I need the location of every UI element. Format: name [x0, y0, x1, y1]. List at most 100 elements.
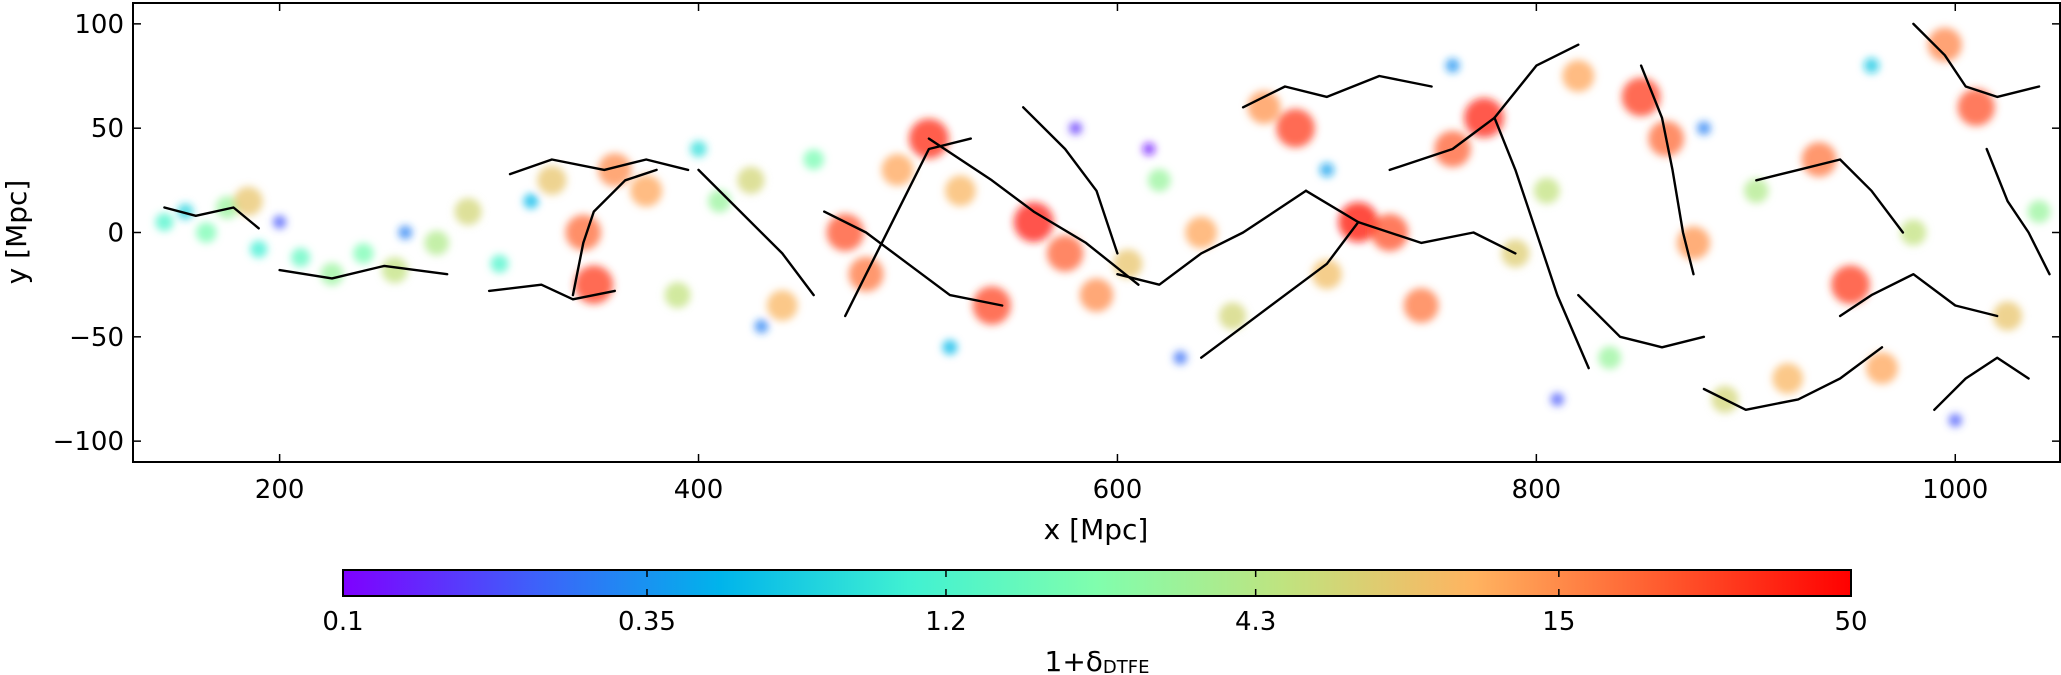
- density-point: [690, 140, 707, 158]
- density-point: [398, 225, 413, 240]
- density-point: [708, 189, 731, 213]
- colorbar: 0.1 0.35 1.2 4.3 15 50 1+δDTFE: [322, 569, 1868, 675]
- density-point: [1319, 162, 1335, 178]
- density-point: [942, 339, 958, 355]
- density-point: [598, 153, 632, 187]
- y-tick-label: 100: [74, 10, 124, 40]
- colorbar-tick-label: 1.2: [925, 607, 966, 637]
- density-point: [1744, 178, 1769, 204]
- colorbar-ticks: 0.1 0.35 1.2 4.3 15 50: [322, 570, 1868, 637]
- filaments: [163, 22, 2051, 411]
- filament: [1639, 64, 1695, 276]
- colorbar-label-main: 1+δ: [1045, 645, 1103, 675]
- filament: [1755, 158, 1905, 234]
- x-tick-label: 600: [1093, 475, 1143, 505]
- density-point: [1772, 363, 1804, 394]
- filament: [508, 158, 690, 176]
- y-tick-label: −100: [53, 427, 124, 457]
- x-tick-label: 200: [255, 475, 305, 505]
- density-point: [1676, 226, 1711, 260]
- density-point: [233, 186, 263, 216]
- density-point: [1866, 352, 1898, 385]
- density-point: [1550, 392, 1565, 407]
- density-point: [1276, 108, 1315, 148]
- density-point: [291, 247, 311, 268]
- density-point: [1863, 57, 1880, 74]
- filament: [844, 137, 972, 318]
- filament: [927, 137, 1140, 286]
- density-point: [1173, 350, 1188, 365]
- filament: [278, 264, 449, 280]
- density-point: [454, 198, 482, 226]
- density-point: [945, 175, 976, 207]
- density-point: [1801, 142, 1837, 177]
- density-point: [1993, 301, 2023, 331]
- x-tick-label: 1000: [1922, 475, 1988, 505]
- density-point: [972, 286, 1011, 325]
- colorbar-label: 1+δDTFE: [1045, 645, 1150, 675]
- density-point: [424, 230, 450, 256]
- density-point: [2027, 200, 2051, 224]
- filament: [1200, 220, 1360, 359]
- density-point: [1247, 90, 1281, 124]
- filament: [487, 283, 616, 301]
- density-point: [537, 165, 567, 195]
- density-point: [1013, 202, 1054, 243]
- colorbar-gradient: [342, 569, 1852, 597]
- colorbar-tick-label: 0.35: [618, 607, 676, 637]
- x-tick-label: 400: [674, 475, 724, 505]
- density-point: [215, 196, 239, 219]
- density-point: [1403, 288, 1439, 323]
- density-point: [1464, 97, 1504, 138]
- density-point: [1069, 121, 1083, 135]
- filament: [1933, 356, 2030, 411]
- density-point: [565, 214, 602, 251]
- density-point: [630, 174, 663, 207]
- colorbar-tick-label: 4.3: [1235, 607, 1276, 637]
- density-point: [155, 213, 174, 232]
- y-axis-ticks: −100 −50 0 50 100: [53, 10, 2060, 457]
- density-point: [1079, 278, 1114, 312]
- x-axis-label: x [Mpc]: [1044, 513, 1149, 546]
- filament: [1912, 22, 2041, 99]
- density-point: [320, 262, 344, 286]
- density-point: [766, 290, 798, 321]
- filament: [1493, 116, 1590, 370]
- density-point: [1311, 259, 1342, 290]
- density-points: [155, 27, 2051, 427]
- y-tick-label: 0: [107, 219, 124, 249]
- y-tick-label: 50: [91, 114, 124, 144]
- density-point: [881, 153, 914, 186]
- density-point: [737, 166, 765, 194]
- density-point: [664, 282, 691, 309]
- density-point: [177, 203, 194, 220]
- colorbar-tick-label: 0.1: [322, 607, 363, 637]
- density-point: [574, 265, 614, 305]
- y-tick-label: −50: [69, 323, 124, 353]
- density-point: [1598, 346, 1622, 370]
- density-point: [1147, 168, 1171, 192]
- filament: [1702, 346, 1884, 411]
- filament: [571, 168, 658, 297]
- density-point: [1900, 219, 1927, 246]
- plot-area: 200 400 600 800 1000 −100 −50 0 50 100 x [Mpc] y…: [0, 2, 2061, 546]
- density-point: [196, 222, 217, 243]
- filament: [1985, 147, 2051, 276]
- density-point: [1696, 121, 1711, 136]
- colorbar-label-subscript: DTFE: [1103, 657, 1150, 675]
- density-point: [250, 240, 268, 258]
- filament: [697, 168, 815, 297]
- density-point: [523, 193, 539, 209]
- filament: [163, 206, 260, 230]
- density-point: [381, 257, 408, 284]
- density-point: [1533, 177, 1560, 204]
- density-point: [353, 243, 374, 264]
- x-tick-label: 800: [1512, 475, 1562, 505]
- filament: [823, 210, 1004, 307]
- density-point: [1142, 142, 1156, 156]
- filament: [1022, 106, 1119, 255]
- filament: [1577, 293, 1706, 349]
- density-point: [490, 254, 509, 273]
- density-point: [1185, 216, 1218, 249]
- density-point: [1562, 60, 1595, 92]
